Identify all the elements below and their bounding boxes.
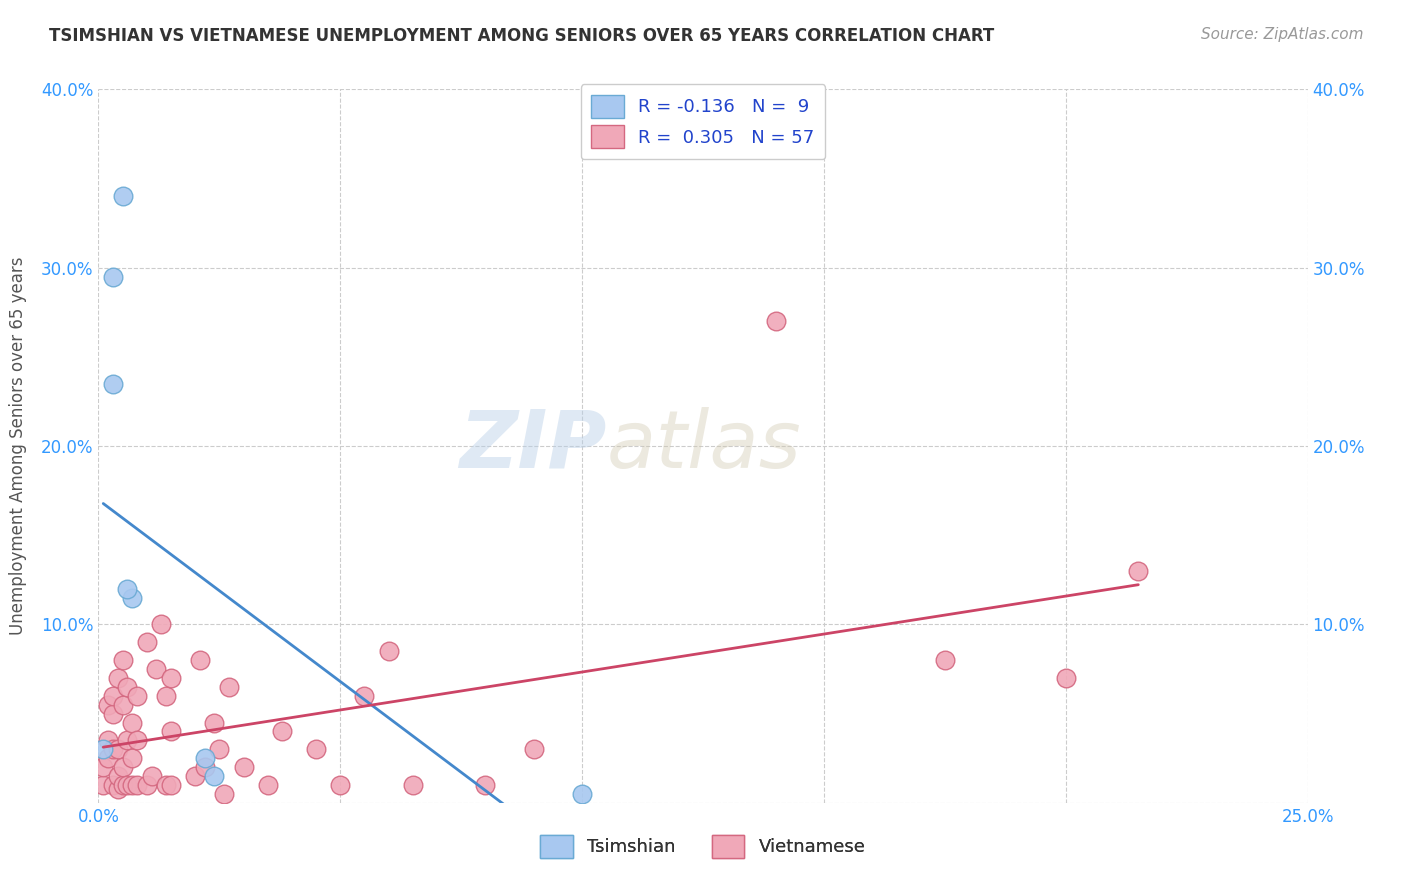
Point xyxy=(97,751,120,765)
Point xyxy=(117,778,139,792)
Point xyxy=(117,733,139,747)
Point xyxy=(97,733,120,747)
Point xyxy=(121,751,143,765)
Point xyxy=(160,778,183,792)
Point xyxy=(135,778,157,792)
Point xyxy=(127,778,149,792)
Point xyxy=(256,778,278,792)
Point xyxy=(111,653,134,667)
Point xyxy=(111,698,134,712)
Point xyxy=(934,653,956,667)
Point xyxy=(188,653,211,667)
Point xyxy=(1128,564,1150,578)
Point xyxy=(121,591,143,605)
Point xyxy=(117,582,139,596)
Text: TSIMSHIAN VS VIETNAMESE UNEMPLOYMENT AMONG SENIORS OVER 65 YEARS CORRELATION CHA: TSIMSHIAN VS VIETNAMESE UNEMPLOYMENT AMO… xyxy=(49,27,994,45)
Point xyxy=(377,644,399,658)
Point xyxy=(107,781,129,796)
Y-axis label: Unemployment Among Seniors over 65 years: Unemployment Among Seniors over 65 years xyxy=(10,257,27,635)
Point xyxy=(155,689,177,703)
Point xyxy=(121,715,143,730)
Point xyxy=(97,698,120,712)
Point xyxy=(101,706,124,721)
Point xyxy=(765,314,787,328)
Point xyxy=(107,769,129,783)
Point xyxy=(402,778,425,792)
Point xyxy=(127,689,149,703)
Point xyxy=(232,760,254,774)
Point xyxy=(1054,671,1077,685)
Point xyxy=(101,742,124,756)
Point xyxy=(101,376,124,391)
Point xyxy=(474,778,496,792)
Point xyxy=(145,662,167,676)
Point xyxy=(212,787,235,801)
Point xyxy=(329,778,352,792)
Point xyxy=(353,689,375,703)
Point xyxy=(101,269,124,284)
Text: ZIP: ZIP xyxy=(458,407,606,485)
Point xyxy=(523,742,546,756)
Point xyxy=(194,760,217,774)
Point xyxy=(184,769,207,783)
Point xyxy=(127,733,149,747)
Point xyxy=(204,715,226,730)
Point xyxy=(160,724,183,739)
Point xyxy=(91,778,114,792)
Point xyxy=(91,742,114,756)
Point xyxy=(194,751,217,765)
Point xyxy=(150,617,173,632)
Point xyxy=(111,778,134,792)
Point xyxy=(204,769,226,783)
Point xyxy=(117,680,139,694)
Point xyxy=(121,778,143,792)
Point xyxy=(135,635,157,649)
Point xyxy=(91,760,114,774)
Point xyxy=(155,778,177,792)
Point xyxy=(107,671,129,685)
Point xyxy=(141,769,163,783)
Point xyxy=(101,778,124,792)
Point xyxy=(160,671,183,685)
Point xyxy=(111,760,134,774)
Point xyxy=(107,742,129,756)
Point xyxy=(271,724,294,739)
Text: Source: ZipAtlas.com: Source: ZipAtlas.com xyxy=(1201,27,1364,42)
Point xyxy=(218,680,240,694)
Point xyxy=(101,689,124,703)
Point xyxy=(208,742,231,756)
Point xyxy=(111,189,134,203)
Text: atlas: atlas xyxy=(606,407,801,485)
Point xyxy=(571,787,593,801)
Legend: Tsimshian, Vietnamese: Tsimshian, Vietnamese xyxy=(533,828,873,865)
Point xyxy=(305,742,328,756)
